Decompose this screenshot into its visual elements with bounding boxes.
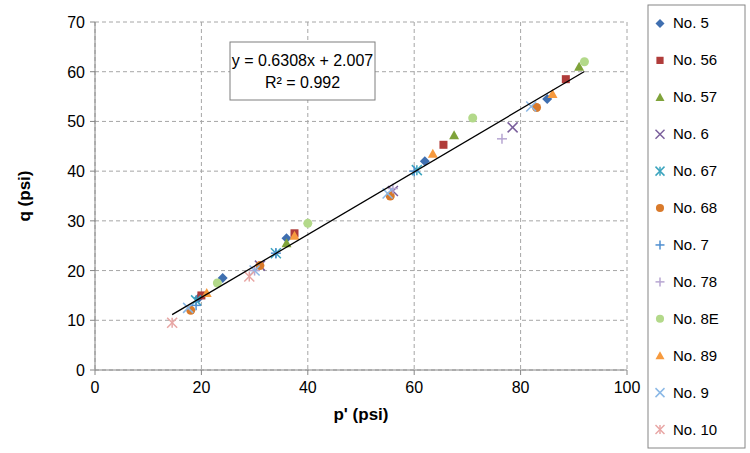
legend-label: No. 68 [673, 199, 717, 216]
x-tick [414, 370, 415, 375]
x-tick-label: 80 [512, 379, 530, 396]
x-tick [201, 370, 202, 375]
legend-marker [656, 351, 665, 359]
data-point [428, 149, 438, 158]
x-grid-line [201, 22, 202, 370]
y-tick-label: 0 [76, 362, 85, 379]
legend-marker [656, 167, 665, 176]
equation-text: R² = 0.992 [265, 74, 340, 91]
x-tick-label: 0 [91, 379, 100, 396]
legend-label: No. 57 [673, 88, 717, 105]
y-grid-line [95, 370, 627, 371]
equation-box [230, 42, 375, 100]
x-tick-label: 60 [405, 379, 423, 396]
legend-label: No. 10 [673, 421, 717, 438]
x-axis-title: p' (psi) [333, 405, 388, 424]
x-tick [307, 370, 308, 375]
y-tick [90, 22, 95, 23]
chart: 0 20 40 60 80 100 0 10 20 30 40 50 60 70 p' (psi) q (ps… [0, 0, 750, 453]
y-tick [90, 171, 95, 172]
y-axis-title: q (psi) [15, 171, 34, 222]
legend-marker [656, 93, 665, 101]
legend-marker [656, 19, 665, 28]
y-tick-label: 40 [67, 163, 85, 180]
y-tick-label: 50 [67, 113, 85, 130]
legend: No. 5 No. 56 No. 57 No. 6 No. 67 No. 68 No. 7 N… [648, 5, 745, 448]
y-grid-line [95, 22, 627, 23]
x-tick-label: 20 [193, 379, 211, 396]
data-point [244, 272, 254, 282]
x-tick-label: 100 [614, 379, 641, 396]
x-tick-label: 40 [299, 379, 317, 396]
data-point [290, 231, 300, 240]
y-tick-label: 70 [67, 14, 85, 31]
legend-label: No. 5 [673, 14, 709, 31]
legend-marker [656, 57, 663, 64]
data-point [167, 318, 177, 328]
x-grid-line [95, 22, 96, 370]
y-grid-line [95, 220, 627, 221]
x-grid-line [520, 22, 521, 370]
data-point [508, 122, 518, 132]
legend-marker [656, 130, 665, 139]
y-tick-label: 10 [67, 312, 85, 329]
y-grid-line [95, 270, 627, 271]
y-tick [90, 270, 95, 271]
legend-marker [656, 315, 664, 323]
legend-marker [656, 204, 664, 212]
legend-label: No. 7 [673, 236, 709, 253]
x-axis [95, 370, 627, 371]
legend-box [648, 5, 745, 448]
y-tick-label: 60 [67, 64, 85, 81]
y-tick [90, 121, 95, 122]
legend-marker [656, 388, 665, 397]
legend-label: No. 67 [673, 162, 717, 179]
y-tick [90, 220, 95, 221]
data-point [497, 134, 507, 144]
data-point [439, 141, 447, 149]
legend-label: No. 9 [673, 384, 709, 401]
x-grid-line [627, 22, 628, 370]
x-tick [520, 370, 521, 375]
legend-label: No. 6 [673, 125, 709, 142]
legend-label: No. 78 [673, 273, 717, 290]
y-grid-line [95, 121, 627, 122]
legend-label: No. 56 [673, 51, 717, 68]
y-grid-line [95, 171, 627, 172]
legend-label: No. 89 [673, 347, 717, 364]
y-tick-label: 20 [67, 263, 85, 280]
y-tick [90, 320, 95, 321]
x-tick [627, 370, 628, 375]
data-point [580, 57, 589, 66]
x-tick [95, 370, 96, 375]
legend-label: No. 8E [673, 310, 719, 327]
equation-text: y = 0.6308x + 2.007 [232, 52, 374, 69]
x-grid-line [414, 22, 415, 370]
y-tick-label: 30 [67, 213, 85, 230]
trendline [172, 72, 584, 315]
data-point [468, 113, 477, 122]
data-point [303, 219, 312, 228]
y-axis [95, 22, 96, 370]
y-tick [90, 71, 95, 72]
y-tick [90, 370, 95, 371]
legend-marker [656, 240, 665, 249]
legend-marker [656, 425, 665, 434]
legend-marker [656, 277, 665, 286]
data-point [449, 130, 459, 139]
